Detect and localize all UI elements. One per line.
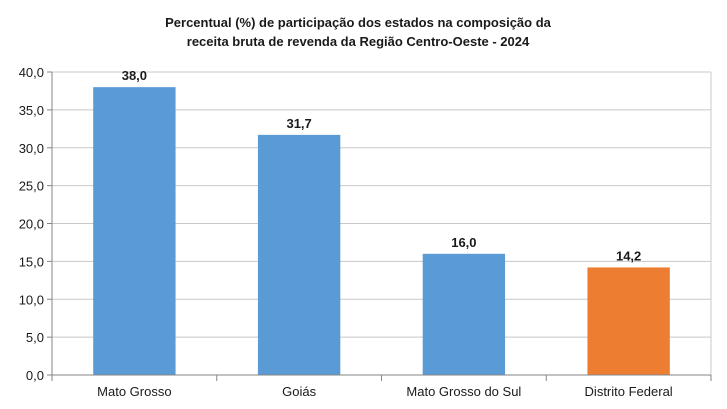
y-tick-label: 40,0 [19, 65, 44, 80]
data-label: 16,0 [451, 235, 476, 250]
data-label: 31,7 [286, 116, 311, 131]
x-category-label: Mato Grosso [97, 384, 171, 399]
x-category-label: Mato Grosso do Sul [406, 384, 521, 399]
x-category-label: Goiás [282, 384, 316, 399]
chart-title-line-2: receita bruta de revenda da Região Centr… [187, 34, 530, 49]
bars: 38,0 31,7 16,0 14,2 [93, 68, 670, 376]
bar-2 [257, 134, 341, 375]
y-tick-label: 5,0 [26, 330, 44, 345]
y-axis: 0,0 5,0 10,0 15,0 20,0 25,0 30,0 35,0 40,0 [19, 65, 53, 383]
data-label: 38,0 [122, 68, 147, 83]
y-tick-label: 30,0 [19, 141, 44, 156]
x-axis: Mato Grosso Goiás Mato Grosso do Sul Distri… [51, 374, 712, 399]
y-tick-label: 35,0 [19, 103, 44, 118]
y-tick-label: 25,0 [19, 179, 44, 194]
chart-title-line-1: Percentual (%) de participação dos estad… [165, 15, 552, 30]
y-tick-label: 20,0 [19, 217, 44, 232]
data-label: 14,2 [616, 248, 641, 263]
x-category-label: Distrito Federal [585, 384, 673, 399]
bar-3 [422, 253, 506, 375]
bar-4 [587, 267, 670, 375]
y-tick-label: 15,0 [19, 254, 44, 269]
y-tick-label: 10,0 [19, 292, 44, 307]
bar-1 [93, 87, 176, 376]
y-tick-label: 0,0 [26, 368, 44, 383]
